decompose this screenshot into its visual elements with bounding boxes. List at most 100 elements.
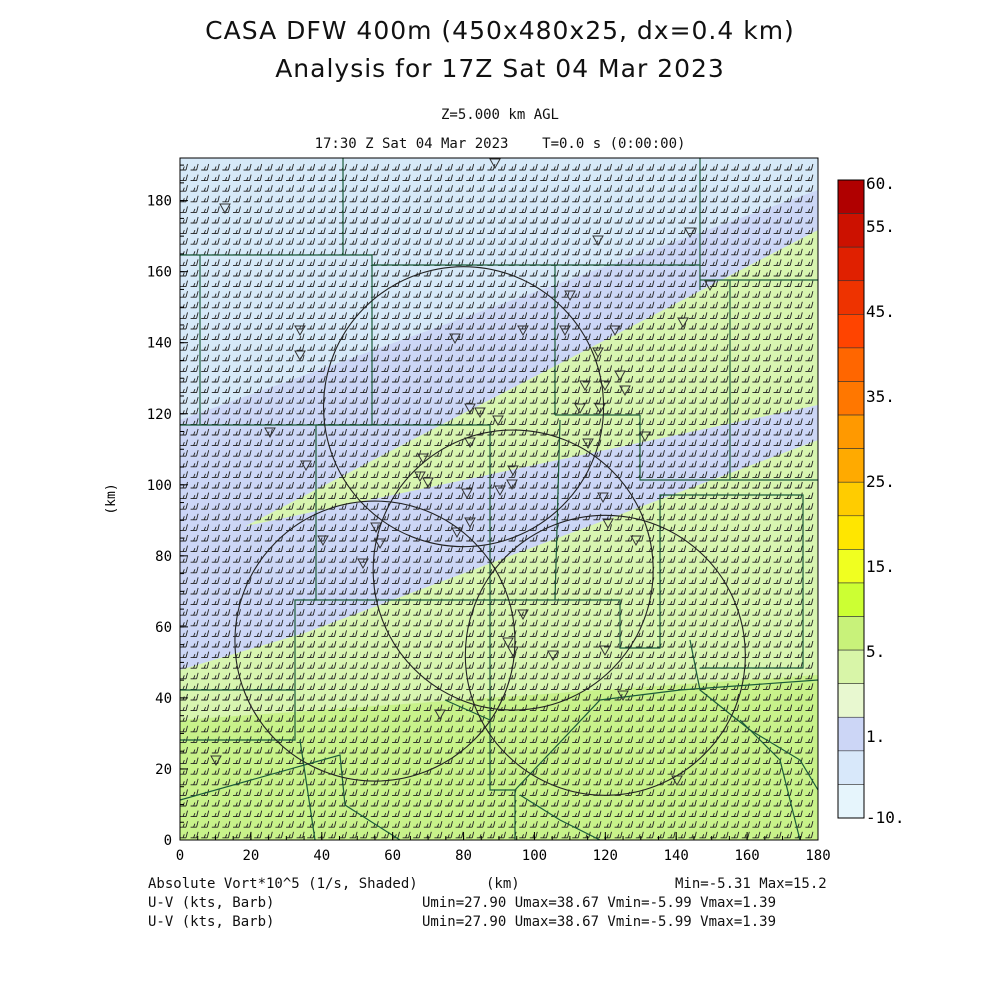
level-label: Z=5.000 km AGL	[440, 107, 559, 123]
radar-site-marker	[464, 437, 476, 449]
radar-site-marker	[474, 407, 486, 419]
colorbar-swatch	[837, 750, 865, 785]
radar-site-marker	[619, 385, 631, 397]
colorbar-swatch	[837, 314, 865, 349]
x-tick-label: 100	[522, 848, 547, 864]
radar-site-marker	[506, 479, 518, 491]
band-green	[180, 675, 818, 840]
range-ring	[464, 514, 746, 796]
y-tick-label: 180	[147, 194, 172, 210]
colorbar-label: 5.	[866, 642, 885, 661]
radar-site-marker	[597, 492, 609, 504]
x-tick-label: 20	[242, 848, 259, 864]
x-tick-label: 40	[313, 848, 330, 864]
colorbar-swatch	[837, 582, 865, 617]
y-tick-label: 140	[147, 336, 172, 352]
radar-site-marker	[639, 431, 651, 443]
radar-site-marker	[609, 325, 621, 337]
x-tick-label: 0	[176, 848, 184, 864]
radar-site-marker	[592, 235, 604, 247]
barb-field-label-1: U-V (kts, Barb)	[148, 895, 275, 911]
radar-site-marker	[684, 227, 696, 239]
county-line	[555, 280, 818, 481]
radar-site-marker	[574, 403, 586, 415]
radar-site-marker	[300, 460, 312, 472]
radar-site-marker	[582, 438, 594, 450]
y-tick-label: 40	[155, 691, 172, 707]
radar-site-marker	[264, 427, 276, 439]
band-lavender-2	[180, 405, 818, 670]
range-ring	[234, 500, 516, 782]
range-ring	[323, 266, 605, 548]
colorbar-swatch	[837, 649, 865, 684]
county-line	[180, 599, 316, 741]
county-line	[519, 719, 801, 840]
y-tick-label: 100	[147, 478, 172, 494]
radar-site-marker	[370, 522, 382, 534]
radar-range-rings	[234, 266, 746, 796]
colorbar-label: 55.	[866, 217, 895, 236]
x-axis-unit-label: (km)	[486, 876, 520, 892]
radar-site-marker	[210, 755, 222, 767]
chart-title-line1: CASA DFW 400m (450x480x25, dx=0.4 km)	[205, 16, 795, 45]
valid-time-label: 17:30 Z Sat 04 Mar 2023 T=0.0 s (0:00:00…	[314, 136, 686, 152]
colorbar-label: 25.	[866, 472, 895, 491]
colorbar-label: 15.	[866, 557, 895, 576]
county-line	[489, 600, 818, 840]
x-tick-label: 160	[734, 848, 759, 864]
y-tick-label: 120	[147, 407, 172, 423]
y-axis-label: (km)	[104, 483, 119, 514]
colorbar-label: -10.	[866, 808, 905, 827]
y-tick-label: 0	[164, 833, 172, 849]
colorbar-swatch	[837, 246, 865, 282]
county-line	[372, 158, 818, 415]
radar-site-marker	[464, 403, 476, 415]
radar-site-marker	[517, 325, 529, 337]
y-tick-label: 20	[155, 762, 172, 778]
colorbar-swatch	[837, 381, 865, 416]
radar-site-marker	[564, 290, 576, 302]
radar-site-marker	[422, 477, 434, 489]
x-tick-label: 120	[593, 848, 618, 864]
colorbar-swatch	[837, 280, 865, 315]
colorbar-swatch	[837, 213, 865, 248]
radar-site-marker	[449, 333, 461, 345]
colorbar-swatch	[837, 347, 865, 382]
colorbar-swatch	[837, 448, 865, 483]
colorbar-swatch	[837, 784, 865, 819]
radar-site-marker	[489, 158, 501, 170]
radar-site-marker	[507, 646, 519, 658]
colorbar-swatch	[837, 414, 865, 449]
shaded-field-label: Absolute Vort*10^5 (1/s, Shaded)	[148, 876, 418, 892]
radar-site-marker	[592, 347, 604, 359]
colorbar-swatch	[837, 616, 865, 651]
x-tick-label: 180	[805, 848, 830, 864]
colorbar-swatch	[837, 481, 865, 517]
y-tick-label: 80	[155, 549, 172, 565]
radar-site-marker	[294, 325, 306, 337]
radar-site-marker	[594, 403, 606, 415]
radar-site-marker	[614, 370, 626, 382]
radar-site-marker	[294, 350, 306, 362]
x-tick-label: 140	[664, 848, 689, 864]
radar-site-marker	[374, 538, 386, 550]
radar-site-marker	[492, 415, 504, 427]
colorbar-swatch	[837, 683, 865, 718]
colorbar-label: 35.	[866, 387, 895, 406]
barb-field-range-1: Umin=27.90 Umax=38.67 Vmin=-5.99 Vmax=1.…	[422, 895, 777, 911]
chart-title-line2: Analysis for 17Z Sat 04 Mar 2023	[275, 54, 725, 83]
radar-site-marker	[517, 609, 529, 621]
colorbar-swatch	[837, 716, 865, 752]
y-tick-label: 60	[155, 620, 172, 636]
radar-site-marker	[602, 518, 614, 530]
radar-site-marker	[317, 535, 329, 547]
colorbar-frame	[837, 179, 865, 819]
colorbar-swatch	[837, 515, 865, 550]
county-line	[180, 699, 491, 840]
radar-site-marker	[461, 488, 473, 500]
radar-site-marker	[357, 558, 369, 570]
radar-site-marker	[579, 380, 591, 392]
range-ring	[372, 429, 654, 711]
radar-site-marker	[704, 280, 716, 292]
